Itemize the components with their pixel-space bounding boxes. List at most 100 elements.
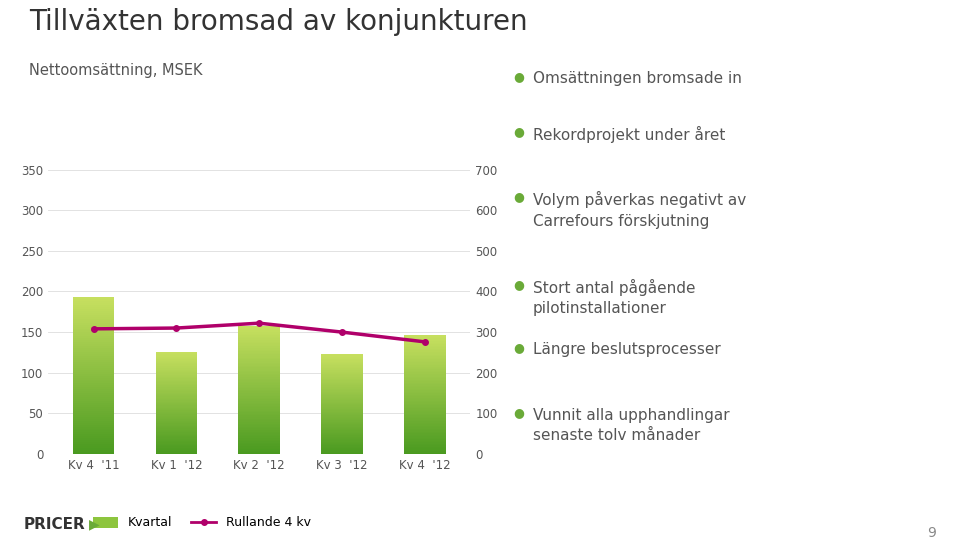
- Bar: [404, 379, 445, 380]
- Bar: [73, 452, 114, 454]
- Bar: [404, 340, 445, 341]
- Text: Nettoomsättning, MSEK: Nettoomsättning, MSEK: [29, 63, 203, 78]
- Bar: [404, 362, 445, 364]
- Bar: [404, 390, 445, 392]
- Bar: [404, 402, 445, 404]
- Text: ●: ●: [514, 278, 524, 291]
- Bar: [404, 341, 445, 343]
- Bar: [322, 408, 363, 409]
- Legend: Kvartal, Rullande 4 kv: Kvartal, Rullande 4 kv: [88, 511, 316, 534]
- Bar: [156, 439, 197, 440]
- Bar: [322, 358, 363, 359]
- Bar: [156, 376, 197, 377]
- Bar: [73, 307, 114, 309]
- Text: Vunnit alla upphandlingar
senaste tolv månader: Vunnit alla upphandlingar senaste tolv m…: [533, 408, 730, 443]
- Bar: [404, 442, 445, 444]
- Bar: [322, 395, 363, 397]
- Bar: [238, 334, 280, 335]
- Bar: [322, 384, 363, 385]
- Bar: [322, 419, 363, 420]
- Bar: [238, 351, 280, 353]
- Bar: [73, 389, 114, 391]
- Bar: [322, 449, 363, 450]
- Bar: [404, 416, 445, 417]
- Bar: [322, 364, 363, 365]
- Bar: [73, 427, 114, 428]
- Bar: [404, 448, 445, 450]
- Bar: [404, 335, 445, 337]
- Bar: [156, 359, 197, 360]
- Bar: [404, 430, 445, 432]
- Bar: [73, 346, 114, 348]
- Bar: [322, 448, 363, 449]
- Bar: [322, 400, 363, 401]
- Bar: [238, 354, 280, 356]
- Bar: [156, 409, 197, 410]
- Bar: [238, 435, 280, 437]
- Bar: [238, 358, 280, 359]
- Bar: [156, 440, 197, 441]
- Bar: [238, 401, 280, 403]
- Bar: [322, 403, 363, 404]
- Bar: [73, 313, 114, 315]
- Bar: [156, 436, 197, 438]
- Bar: [238, 444, 280, 446]
- Bar: [322, 441, 363, 443]
- Bar: [156, 353, 197, 354]
- Bar: [322, 393, 363, 394]
- Bar: [156, 398, 197, 399]
- Bar: [404, 389, 445, 390]
- Bar: [73, 321, 114, 323]
- Bar: [73, 344, 114, 346]
- Bar: [156, 390, 197, 391]
- Bar: [322, 409, 363, 410]
- Bar: [322, 394, 363, 395]
- Bar: [238, 396, 280, 398]
- Bar: [322, 451, 363, 453]
- Bar: [156, 420, 197, 421]
- Bar: [238, 383, 280, 385]
- Bar: [404, 339, 445, 340]
- Bar: [322, 422, 363, 423]
- Bar: [73, 350, 114, 352]
- Bar: [238, 346, 280, 348]
- Bar: [156, 408, 197, 409]
- Text: ●: ●: [514, 70, 524, 83]
- Bar: [73, 383, 114, 386]
- Bar: [156, 423, 197, 424]
- Bar: [404, 392, 445, 393]
- Bar: [322, 435, 363, 437]
- Bar: [322, 388, 363, 389]
- Bar: [404, 417, 445, 418]
- Bar: [238, 404, 280, 406]
- Bar: [322, 357, 363, 358]
- Bar: [322, 382, 363, 383]
- Bar: [73, 348, 114, 350]
- Bar: [238, 451, 280, 452]
- Bar: [238, 398, 280, 399]
- Bar: [156, 391, 197, 393]
- Bar: [73, 309, 114, 311]
- Bar: [404, 373, 445, 374]
- Bar: [404, 451, 445, 452]
- Bar: [156, 416, 197, 417]
- Bar: [404, 393, 445, 395]
- Bar: [404, 337, 445, 339]
- Bar: [156, 449, 197, 450]
- Bar: [404, 414, 445, 416]
- Bar: [238, 425, 280, 427]
- Bar: [156, 444, 197, 445]
- Bar: [156, 389, 197, 390]
- Bar: [238, 390, 280, 392]
- Bar: [238, 423, 280, 425]
- Bar: [238, 382, 280, 383]
- Bar: [156, 356, 197, 357]
- Bar: [322, 398, 363, 399]
- Bar: [156, 404, 197, 405]
- Bar: [238, 408, 280, 409]
- Bar: [238, 368, 280, 369]
- Bar: [404, 387, 445, 389]
- Bar: [404, 399, 445, 400]
- Bar: [322, 437, 363, 438]
- Bar: [73, 319, 114, 321]
